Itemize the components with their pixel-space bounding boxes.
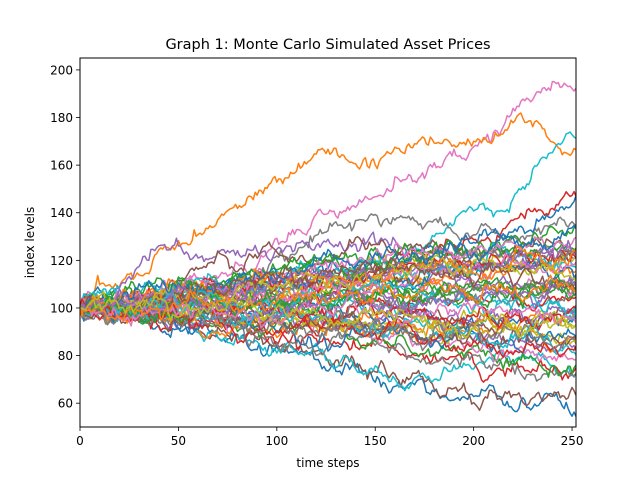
chart-title: Graph 1: Monte Carlo Simulated Asset Pri… <box>165 37 490 53</box>
y-axis: 60 80 100 120 140 160 180 200 <box>50 63 80 411</box>
simulated-path-line <box>80 256 576 320</box>
x-tick-label: 50 <box>171 434 186 448</box>
simulated-path-line <box>80 295 576 340</box>
x-tick-label: 200 <box>462 434 485 448</box>
y-tick-label: 80 <box>58 349 73 363</box>
simulated-path-line <box>80 247 576 319</box>
x-tick-label: 0 <box>76 434 84 448</box>
x-tick-label: 100 <box>265 434 288 448</box>
x-tick-label: 250 <box>561 434 584 448</box>
x-axis: 0 50 100 150 200 250 <box>76 427 584 448</box>
simulated-path-line <box>80 305 576 417</box>
x-tick-label: 150 <box>364 434 387 448</box>
y-tick-label: 180 <box>50 111 73 125</box>
simulated-path-line <box>80 304 576 383</box>
simulated-path-line <box>80 279 576 319</box>
simulated-path-line <box>80 112 576 309</box>
y-tick-label: 100 <box>50 301 73 315</box>
simulated-path-line <box>80 278 576 322</box>
y-axis-label: index levels <box>23 207 37 278</box>
plot-frame <box>79 57 577 428</box>
y-tick-label: 120 <box>50 254 73 268</box>
simulated-path-line <box>80 285 576 324</box>
simulated-path-line <box>80 274 576 322</box>
y-tick-label: 140 <box>50 206 73 220</box>
y-tick-label: 200 <box>50 63 73 77</box>
simulated-path-line <box>80 224 576 321</box>
simulated-path-line <box>80 253 576 314</box>
simulated-path-line <box>80 253 576 318</box>
y-tick-label: 60 <box>58 397 73 411</box>
series-layer <box>80 80 576 417</box>
y-tick-label: 160 <box>50 159 73 173</box>
x-axis-label: time steps <box>296 456 359 470</box>
simulated-path-line <box>80 303 576 352</box>
